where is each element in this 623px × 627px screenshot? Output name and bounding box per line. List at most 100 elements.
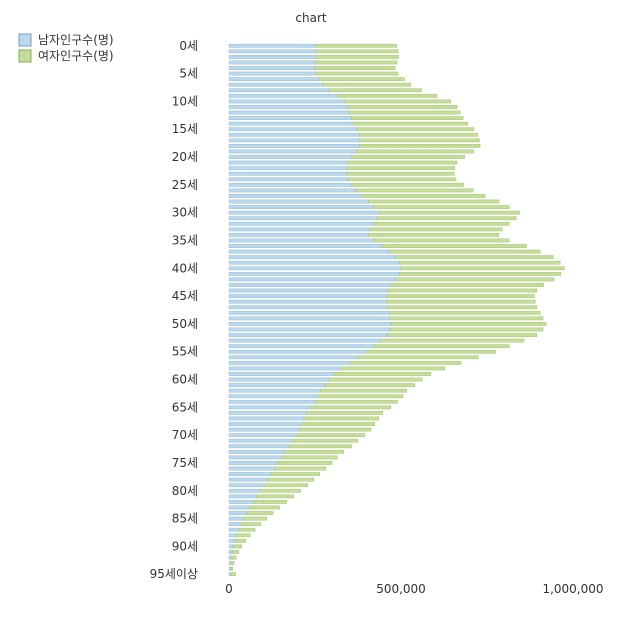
bar-female bbox=[230, 561, 235, 565]
bar-female bbox=[344, 99, 452, 104]
bar-female bbox=[353, 121, 468, 126]
bar-male bbox=[228, 344, 374, 349]
bar-male bbox=[228, 210, 379, 215]
bar-male bbox=[228, 160, 348, 165]
bar-female bbox=[236, 533, 251, 538]
bar-male bbox=[228, 194, 362, 198]
bar-male bbox=[228, 461, 279, 465]
bar-male bbox=[228, 144, 360, 148]
bar-female bbox=[387, 305, 538, 310]
bar-female bbox=[368, 233, 500, 237]
y-axis-labels: 0세 5세 10세 15세 20세 25세 30세 35세 40세 45세 50세 55세 60세 65세… bbox=[150, 39, 198, 581]
bar-male bbox=[228, 127, 358, 132]
bar-female bbox=[270, 472, 321, 476]
bar-female bbox=[337, 93, 438, 98]
bar-male bbox=[228, 283, 391, 287]
bar-female bbox=[315, 60, 398, 65]
bar-female bbox=[310, 405, 391, 410]
bar-female bbox=[346, 171, 455, 176]
bar-male bbox=[228, 99, 345, 104]
bar-male bbox=[228, 466, 275, 471]
bar-female bbox=[284, 449, 345, 454]
bar-male bbox=[228, 322, 392, 326]
bar-female bbox=[376, 216, 517, 221]
bar-male bbox=[228, 550, 233, 554]
bar-male bbox=[228, 49, 316, 54]
bar-female bbox=[238, 527, 256, 532]
bar-female bbox=[388, 310, 541, 315]
bar-male bbox=[228, 121, 354, 126]
bar-female bbox=[259, 488, 301, 493]
bar-female bbox=[378, 210, 520, 215]
bar-female bbox=[328, 377, 423, 382]
bar-female bbox=[231, 555, 237, 560]
chart-title: chart bbox=[295, 11, 326, 25]
bar-male bbox=[228, 182, 352, 187]
bar-female bbox=[315, 49, 399, 54]
bar-male bbox=[228, 399, 316, 404]
bar-female bbox=[281, 455, 338, 460]
bar-female bbox=[373, 238, 510, 243]
bar-female bbox=[395, 277, 555, 282]
bar-male bbox=[228, 233, 369, 237]
x-tick-label: 1,000,000 bbox=[542, 582, 603, 596]
bar-male bbox=[228, 316, 391, 321]
bar-female bbox=[356, 127, 475, 132]
bar-male bbox=[228, 511, 247, 515]
bar-female bbox=[230, 566, 233, 571]
bar-male bbox=[228, 110, 350, 115]
bar-female bbox=[399, 260, 561, 265]
y-tick-label: 25세 bbox=[172, 178, 198, 192]
bar-male bbox=[228, 338, 381, 343]
bar-female bbox=[389, 316, 544, 321]
bar-female bbox=[391, 322, 547, 326]
y-tick-label: 90세 bbox=[172, 539, 198, 553]
bar-male bbox=[228, 500, 254, 504]
bar-female bbox=[350, 155, 465, 159]
bar-female bbox=[366, 349, 496, 354]
y-tick-label: 65세 bbox=[172, 400, 198, 414]
bar-male bbox=[228, 77, 320, 82]
bar-female bbox=[340, 366, 445, 371]
bar-male bbox=[228, 166, 347, 171]
bar-male bbox=[228, 438, 293, 443]
y-tick-label: 55세 bbox=[172, 345, 198, 359]
bar-male bbox=[228, 383, 325, 387]
bar-male bbox=[228, 394, 318, 399]
bar-male bbox=[228, 411, 307, 415]
bar-female bbox=[369, 227, 503, 232]
y-tick-label: 75세 bbox=[172, 456, 198, 470]
bar-male bbox=[228, 544, 234, 549]
bar-male bbox=[228, 455, 282, 460]
bar-female bbox=[390, 283, 544, 287]
bar-male bbox=[228, 205, 374, 209]
bar-male bbox=[228, 43, 316, 48]
legend-label-male: 남자인구수(명) bbox=[38, 33, 114, 47]
bar-female bbox=[314, 43, 398, 48]
bar-female bbox=[380, 338, 525, 343]
bar-female bbox=[324, 383, 415, 387]
bar-female bbox=[381, 244, 527, 248]
bar-male bbox=[228, 93, 338, 98]
bar-female bbox=[274, 466, 327, 471]
y-tick-label: 15세 bbox=[172, 122, 198, 136]
bar-male bbox=[228, 416, 305, 421]
bar-female bbox=[400, 266, 565, 271]
bar-male bbox=[228, 433, 297, 438]
bar-male bbox=[228, 533, 237, 538]
bar-female bbox=[267, 477, 315, 482]
bar-male bbox=[228, 277, 397, 282]
bar-male bbox=[228, 422, 302, 426]
bar-male bbox=[228, 155, 352, 159]
bar-male bbox=[228, 255, 397, 260]
bar-male bbox=[228, 527, 239, 532]
y-tick-label: 40세 bbox=[172, 261, 198, 275]
y-tick-label: 5세 bbox=[179, 67, 198, 81]
bar-female bbox=[317, 394, 404, 399]
bar-male bbox=[228, 138, 360, 143]
bar-male bbox=[228, 310, 390, 315]
y-tick-label: 70세 bbox=[172, 428, 198, 442]
bar-male bbox=[228, 405, 312, 410]
y-tick-label: 95세이상 bbox=[150, 567, 198, 581]
bar-female bbox=[357, 355, 479, 360]
